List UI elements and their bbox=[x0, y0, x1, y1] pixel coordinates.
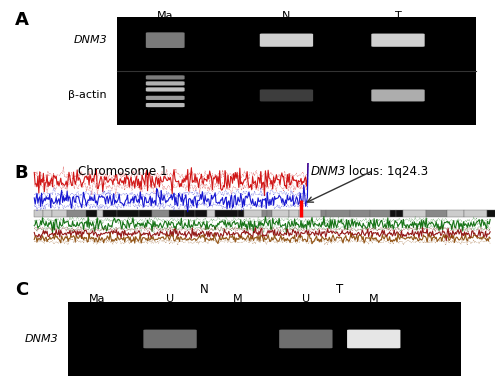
Bar bbox=[300, 210, 321, 217]
FancyBboxPatch shape bbox=[279, 330, 332, 348]
Text: U: U bbox=[302, 294, 310, 304]
FancyBboxPatch shape bbox=[260, 90, 313, 102]
Bar bbox=[152, 210, 168, 217]
Text: DNM3: DNM3 bbox=[310, 166, 346, 178]
FancyBboxPatch shape bbox=[116, 17, 476, 125]
Bar bbox=[244, 210, 262, 217]
Bar bbox=[168, 210, 185, 217]
Bar bbox=[262, 210, 267, 217]
Text: T: T bbox=[336, 283, 344, 296]
Text: Ma: Ma bbox=[157, 11, 174, 21]
Text: Ma: Ma bbox=[89, 294, 106, 304]
Text: B: B bbox=[15, 164, 28, 182]
Text: M: M bbox=[233, 294, 243, 304]
FancyBboxPatch shape bbox=[146, 96, 184, 100]
Bar bbox=[185, 210, 196, 217]
Bar bbox=[396, 210, 402, 217]
Bar bbox=[321, 210, 326, 217]
Bar bbox=[238, 210, 244, 217]
Bar bbox=[390, 210, 396, 217]
FancyBboxPatch shape bbox=[146, 81, 184, 86]
Text: N: N bbox=[200, 283, 208, 296]
Bar bbox=[272, 210, 289, 217]
Text: C: C bbox=[15, 281, 28, 299]
Bar bbox=[206, 210, 214, 217]
Text: DNM3: DNM3 bbox=[73, 35, 107, 45]
FancyBboxPatch shape bbox=[347, 330, 401, 348]
Text: T: T bbox=[394, 11, 402, 21]
Text: M: M bbox=[369, 294, 378, 304]
Bar bbox=[52, 210, 66, 217]
Text: N: N bbox=[282, 11, 290, 21]
FancyBboxPatch shape bbox=[68, 301, 461, 376]
Text: U: U bbox=[166, 294, 174, 304]
Bar bbox=[267, 210, 272, 217]
Text: DNM3: DNM3 bbox=[25, 334, 58, 344]
Text: β-actin: β-actin bbox=[68, 90, 107, 100]
Bar bbox=[487, 210, 500, 217]
Bar bbox=[426, 210, 447, 217]
FancyBboxPatch shape bbox=[146, 32, 184, 48]
Bar bbox=[34, 210, 43, 217]
Bar bbox=[326, 210, 350, 217]
FancyBboxPatch shape bbox=[260, 34, 313, 47]
Bar bbox=[86, 210, 97, 217]
FancyBboxPatch shape bbox=[146, 87, 184, 91]
Bar bbox=[116, 210, 138, 217]
Bar bbox=[97, 210, 103, 217]
Bar bbox=[447, 210, 464, 217]
FancyBboxPatch shape bbox=[146, 103, 184, 107]
FancyBboxPatch shape bbox=[146, 75, 184, 80]
Text: locus: 1q24.3: locus: 1q24.3 bbox=[344, 166, 428, 178]
Bar bbox=[370, 210, 390, 217]
Bar bbox=[402, 210, 426, 217]
Bar bbox=[104, 210, 117, 217]
Bar bbox=[464, 210, 487, 217]
FancyBboxPatch shape bbox=[372, 34, 424, 47]
Bar bbox=[196, 210, 206, 217]
Bar bbox=[66, 210, 86, 217]
Bar bbox=[138, 210, 151, 217]
Text: A: A bbox=[15, 11, 28, 29]
Text: Chromosome 1: Chromosome 1 bbox=[78, 166, 168, 178]
Bar bbox=[350, 210, 370, 217]
FancyBboxPatch shape bbox=[372, 90, 424, 102]
Bar bbox=[44, 210, 52, 217]
FancyBboxPatch shape bbox=[144, 330, 197, 348]
Bar bbox=[214, 210, 238, 217]
Bar bbox=[290, 210, 300, 217]
